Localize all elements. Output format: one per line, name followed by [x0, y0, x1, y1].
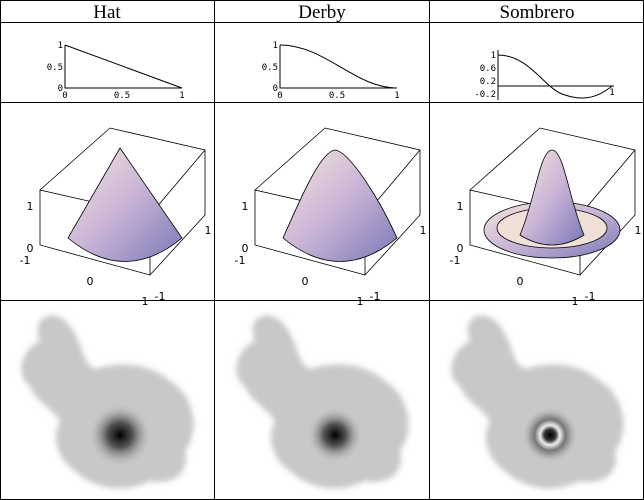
axis-label: -1 — [20, 254, 31, 267]
column-header: Derby — [298, 2, 346, 23]
axis-label: -1 — [155, 290, 166, 303]
axis-label: 1 — [205, 224, 212, 237]
y-tick-label: 0.2 — [480, 77, 496, 87]
x-tick-label: 1 — [609, 88, 614, 98]
axis-label: -1 — [370, 290, 381, 303]
profile-curves — [64, 44, 614, 100]
sombrero-curve — [497, 54, 613, 99]
y-tick-label: 1 — [491, 51, 496, 61]
y-tick-label: 0.5 — [262, 63, 278, 73]
bunny — [236, 315, 408, 488]
derby-curve — [279, 44, 398, 89]
axis-label: 1 — [635, 224, 642, 237]
axis-label: 0 — [517, 275, 524, 288]
axis-label: -1 — [450, 254, 461, 267]
axis-label: 0 — [302, 275, 309, 288]
x-tick-label: 0.5 — [329, 91, 345, 101]
axis-label: 0 — [27, 242, 34, 255]
bunny — [451, 315, 623, 488]
spot — [307, 407, 363, 463]
spot — [88, 403, 152, 467]
bunny-images — [21, 315, 623, 488]
y-tick-label: 0 — [273, 84, 278, 94]
column-header: Hat — [93, 2, 121, 23]
axis-label: 0 — [242, 242, 249, 255]
axis-label: 0 — [457, 242, 464, 255]
axis-label: 1 — [357, 295, 364, 308]
y-tick-label: 0.5 — [47, 63, 63, 73]
axis-label: 1 — [457, 200, 464, 213]
hat-surface — [39, 127, 206, 276]
y-tick-label: 0.6 — [480, 64, 496, 74]
axis-label: 1 — [572, 295, 579, 308]
surfaces — [39, 127, 636, 276]
axis-label: 1 — [242, 200, 249, 213]
x-tick-label: 0 — [62, 91, 67, 101]
axis-label: 1 — [27, 200, 34, 213]
axes — [64, 45, 182, 89]
y-tick-label: 0 — [58, 84, 63, 94]
x-tick-label: 0 — [277, 91, 282, 101]
axes — [497, 50, 614, 100]
column-header: Sombrero — [500, 2, 575, 23]
y-tick-label: -0.2 — [474, 90, 496, 100]
axis-label: 1 — [142, 295, 149, 308]
x-tick-label: 1 — [179, 91, 184, 101]
axis-label: -1 — [235, 254, 246, 267]
derby-surface — [254, 127, 421, 276]
axes — [279, 45, 397, 89]
axis-label: -1 — [585, 290, 596, 303]
y-tick-label: 1 — [273, 41, 278, 51]
axis-label: 0 — [87, 275, 94, 288]
hat-curve — [64, 44, 183, 89]
spot — [522, 407, 578, 463]
y-tick-label: 1 — [58, 41, 63, 51]
x-tick-label: 0.5 — [114, 91, 130, 101]
sombrero-surface — [469, 127, 636, 276]
x-tick-label: 1 — [394, 91, 399, 101]
axis-label: 1 — [420, 224, 427, 237]
